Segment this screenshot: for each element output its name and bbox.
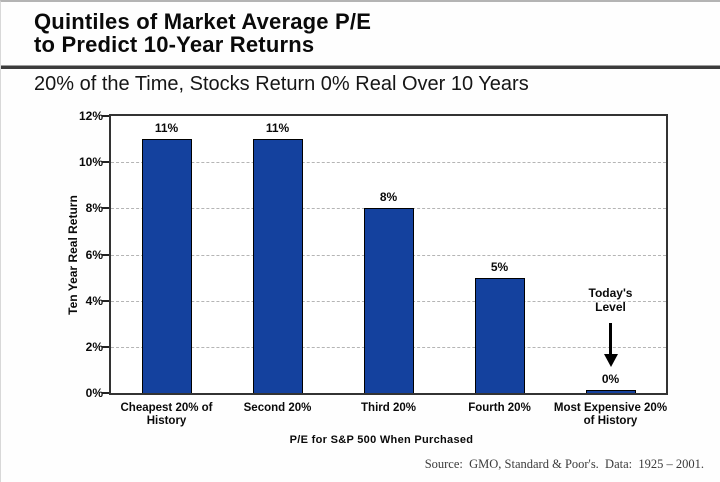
title-divider [1, 65, 720, 69]
y-tick-mark [102, 207, 109, 210]
todays-level-annotation: Today's Level [588, 286, 633, 314]
down-arrow-head-icon [603, 354, 618, 367]
page-title: Quintiles of Market Average P/E to Predi… [34, 9, 372, 57]
y-tick-mark [102, 161, 109, 164]
category-label: Second 20% [243, 402, 312, 414]
y-tick-mark [102, 392, 109, 394]
y-tick-label: 6% [85, 247, 103, 262]
y-tick-mark [102, 115, 109, 117]
category-label: Fourth 20% [468, 402, 531, 414]
bar-5 [585, 389, 636, 393]
down-arrow-icon [609, 323, 612, 355]
category-label: Most Expensive 20% of History [553, 402, 668, 427]
y-tick-label: 0% [85, 386, 103, 400]
bar-value-label: 11% [265, 121, 290, 136]
category-label: Cheapest 20% of History [120, 402, 213, 427]
y-tick-label: 8% [85, 201, 103, 216]
y-tick-label: 4% [85, 293, 103, 308]
y-tick-label: 2% [85, 339, 103, 354]
source-note: Source: GMO, Standard & Poor's. Data: 19… [424, 457, 704, 471]
y-tick-mark [102, 299, 109, 302]
bar-1 [141, 139, 192, 393]
bar-value-label: 5% [490, 259, 509, 274]
y-tick-mark [102, 345, 109, 348]
y-tick-mark [102, 253, 109, 256]
category-label: Third 20% [361, 402, 416, 414]
plot-area: Today's Level 11% 11% 8% 5% 0% [109, 114, 668, 395]
bar-value-label: 8% [379, 190, 398, 205]
bar-4 [474, 277, 525, 393]
bar-2 [252, 139, 303, 393]
gridline-10 [111, 162, 666, 164]
x-axis-title: P/E for S&P 500 When Purchased [289, 434, 474, 446]
y-tick-label: 12% [78, 109, 103, 123]
bar-value-label: 0% [601, 371, 620, 386]
bar-3 [363, 208, 414, 393]
page-subtitle: 20% of the Time, Stocks Return 0% Real O… [34, 73, 529, 95]
y-tick-label: 10% [78, 155, 103, 170]
bar-value-label: 11% [154, 121, 179, 136]
